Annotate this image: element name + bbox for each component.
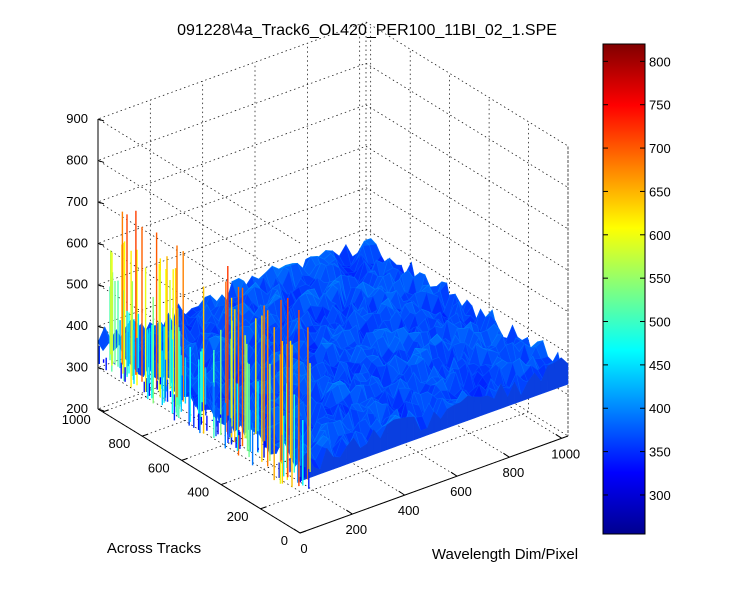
grid-line-y xyxy=(260,121,529,510)
x-tick-label: 1000 xyxy=(551,446,580,461)
x-tick-label: 400 xyxy=(398,503,420,518)
chart-title: 091228\4a_Track6_OL420_PER100_11BI_02_1.… xyxy=(177,22,557,39)
surface-curtain xyxy=(333,456,341,470)
z-tick-mark xyxy=(97,284,105,288)
x-tick-mark xyxy=(503,452,510,458)
colorbar-tick-label: 700 xyxy=(649,141,671,156)
surface-curtain xyxy=(447,404,455,429)
colorbar-gradient xyxy=(602,43,646,535)
colorbar-tick-label: 450 xyxy=(649,358,671,373)
z-tick-mark xyxy=(97,408,105,412)
x-tick-mark xyxy=(293,528,301,534)
y-axis-label: Across Tracks xyxy=(107,540,201,557)
z-tick-mark xyxy=(97,118,105,122)
y-tick-label: 600 xyxy=(148,460,170,475)
x-tick-mark xyxy=(398,490,405,496)
grid-line-z xyxy=(97,21,569,244)
surface-curtain xyxy=(547,362,555,392)
colorbar-tick-label: 300 xyxy=(649,488,671,503)
y-tick-mark xyxy=(142,433,149,437)
y-axis-line xyxy=(97,408,301,534)
colorbar-tick-label: 750 xyxy=(649,98,671,113)
surface-curtain xyxy=(406,416,415,443)
surface-curtain xyxy=(561,357,569,387)
surface-curtain xyxy=(554,357,562,390)
x-tick-label: 200 xyxy=(345,522,367,537)
y-tick-label: 400 xyxy=(187,485,209,500)
surface-curtain xyxy=(467,395,475,421)
y-tick-label: 800 xyxy=(108,436,130,451)
y-tick-mark xyxy=(102,409,109,413)
z-tick-label: 900 xyxy=(66,111,88,126)
surface-curtain xyxy=(386,419,395,451)
y-tick-label: 200 xyxy=(227,509,249,524)
surface-curtain xyxy=(487,395,495,414)
x-tick-mark xyxy=(555,433,562,439)
x-tick-mark xyxy=(450,471,458,477)
z-tick-label: 800 xyxy=(66,152,88,167)
y-tick-mark xyxy=(260,506,267,510)
surface-curtain xyxy=(473,396,482,419)
axis-ticks: 0200400600800100002004006008001000200300… xyxy=(62,111,580,556)
z-tick-mark xyxy=(97,159,105,163)
z-tick-label: 200 xyxy=(66,401,88,416)
x-tick-label: 600 xyxy=(450,484,472,499)
z-tick-mark xyxy=(97,325,105,329)
z-tick-label: 500 xyxy=(66,277,88,292)
colorbar-tick-label: 600 xyxy=(649,228,671,243)
surface xyxy=(97,210,569,489)
x-axis-label: Wavelength Dim/Pixel xyxy=(432,546,578,563)
surface-curtain xyxy=(393,418,401,448)
colorbar-tick-label: 800 xyxy=(649,54,671,69)
surface-curtain xyxy=(480,395,488,417)
y-tick-label: 1000 xyxy=(62,412,91,427)
z-tick-mark xyxy=(97,201,105,205)
z-tick-mark xyxy=(97,242,105,246)
surface-curtain xyxy=(453,401,462,426)
y-tick-mark xyxy=(220,482,228,486)
z-tick-mark xyxy=(97,367,105,371)
x-axis-line xyxy=(299,435,569,534)
colorbar-tick-label: 350 xyxy=(649,445,671,460)
y-tick-mark xyxy=(299,530,307,534)
colorbar-tick-label: 550 xyxy=(649,271,671,286)
z-tick-label: 400 xyxy=(66,318,88,333)
colorbar-ticks: 300 350 400 450 500 550 600 650 700 750 800 xyxy=(603,54,671,503)
y-tick-label: 0 xyxy=(281,533,288,548)
z-tick-label: 300 xyxy=(66,360,88,375)
x-tick-label: 0 xyxy=(300,541,307,556)
colorbar-tick-label: 500 xyxy=(649,315,671,330)
surface-curtain xyxy=(400,417,408,446)
axes-frame xyxy=(97,119,569,534)
x-tick-label: 800 xyxy=(503,465,525,480)
colorbar-tick-label: 400 xyxy=(649,401,671,416)
z-tick-label: 600 xyxy=(66,235,88,250)
colorbar: 300 350 400 450 500 550 600 650 700 750 800 xyxy=(602,43,671,535)
z-tick-label: 700 xyxy=(66,194,88,209)
y-tick-mark xyxy=(181,457,188,461)
colorbar-tick-label: 650 xyxy=(649,184,671,199)
x-tick-mark xyxy=(346,509,353,515)
